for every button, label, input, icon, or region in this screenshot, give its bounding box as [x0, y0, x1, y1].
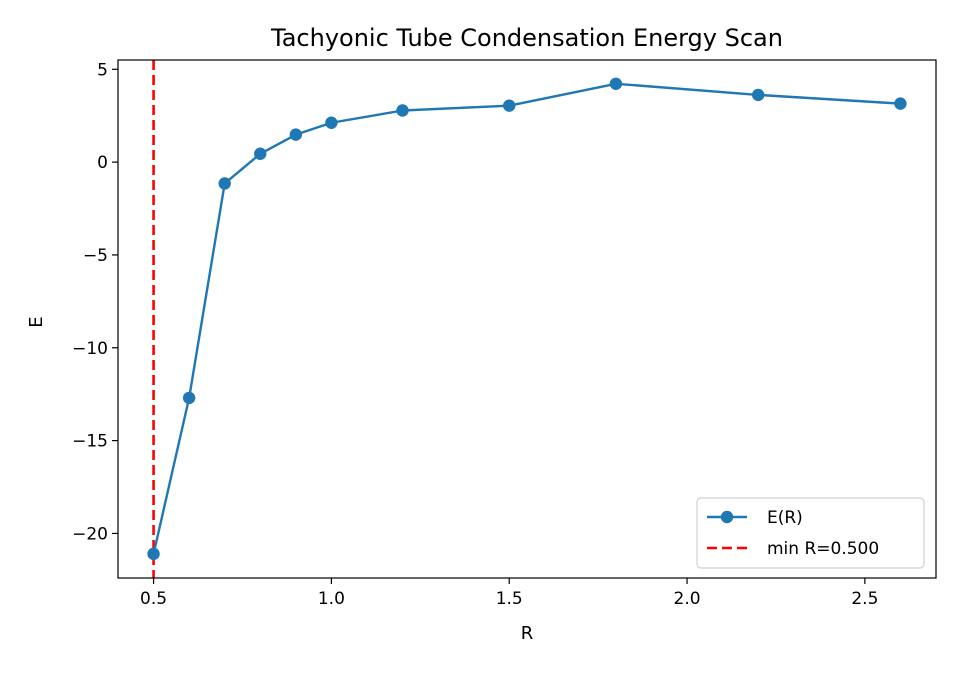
x-tick-label: 0.5 — [140, 589, 167, 609]
data-point — [894, 97, 907, 110]
y-tick-label: 0 — [97, 153, 108, 173]
x-axis: 0.5 1.0 1.5 2.0 2.5 — [140, 578, 878, 609]
chart-title: Tachyonic Tube Condensation Energy Scan — [270, 24, 783, 52]
data-point — [751, 88, 765, 102]
data-point — [147, 547, 160, 561]
x-tick-label: 1.5 — [496, 589, 523, 609]
legend: E(R) min R=0.500 — [696, 497, 925, 569]
x-axis-label: R — [521, 623, 534, 644]
data-point — [325, 116, 338, 129]
y-tick-label: −10 — [72, 339, 108, 359]
x-tick-label: 2.0 — [674, 589, 701, 609]
y-tick-label: 5 — [97, 60, 108, 80]
data-point — [182, 391, 196, 405]
data-point — [254, 147, 267, 160]
legend-label: min R=0.500 — [767, 539, 879, 559]
plot-frame — [117, 59, 937, 579]
y-tick-label: −20 — [72, 524, 108, 544]
legend-point-marker — [720, 510, 734, 524]
y-axis-label: E — [26, 316, 47, 327]
x-tick-label: 1.0 — [318, 589, 345, 609]
data-point — [609, 77, 623, 90]
plot-area — [147, 60, 907, 578]
data-point — [503, 99, 516, 112]
legend-label: E(R) — [767, 508, 803, 528]
y-axis: 5 0 −5 −10 −15 −20 — [72, 60, 118, 544]
legend-box — [696, 497, 925, 569]
y-tick-label: −15 — [72, 432, 108, 452]
data-point — [218, 177, 231, 190]
x-tick-label: 2.5 — [851, 589, 878, 609]
data-point — [396, 104, 409, 117]
y-tick-label: −5 — [83, 246, 108, 266]
data-point — [289, 128, 303, 141]
